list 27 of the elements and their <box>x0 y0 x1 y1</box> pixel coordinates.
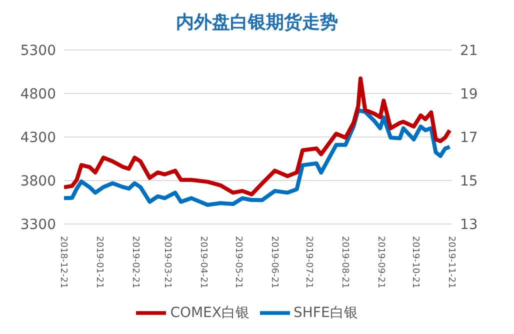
y2-tick-label: 17 <box>460 130 478 146</box>
legend-label: SHFE白银 <box>294 304 358 321</box>
x-tick-label: 2019-01-21 <box>94 236 104 288</box>
y-tick-label: 5300 <box>20 42 56 59</box>
x-tick-label: 2019-02-21 <box>130 236 140 288</box>
y-tick-label: 4800 <box>20 86 56 102</box>
y-tick-label: 3300 <box>20 216 56 233</box>
x-tick-label: 2019-10-21 <box>410 236 420 288</box>
y-tick-label: 3800 <box>20 173 56 190</box>
chart-title: 内外盘白银期货走势 <box>175 11 339 35</box>
line-series <box>64 76 452 196</box>
y2-tick-label: 21 <box>460 42 478 59</box>
y2-tick-label: 19 <box>460 86 478 102</box>
x-tick-label: 2019-07-21 <box>304 236 314 288</box>
x-tick-label: 2019-08-21 <box>339 236 350 288</box>
y2-tick-label: 13 <box>460 216 478 233</box>
x-tick-label: 2019-09-21 <box>375 236 386 288</box>
x-tick-label: 2019-03-21 <box>162 236 172 288</box>
x-tick-label: 2018-12-21 <box>58 236 68 288</box>
legend-label: COMEX白银 <box>170 304 250 321</box>
y-tick-label: 4300 <box>20 130 56 146</box>
x-tick-label: 2019-06-21 <box>268 236 279 288</box>
x-tick-label: 2019-11-21 <box>446 236 456 288</box>
x-tick-label: 2019-04-21 <box>198 236 208 288</box>
x-tick-label: 2019-05-21 <box>232 236 243 288</box>
line-series <box>64 108 452 207</box>
y2-tick-label: 15 <box>460 173 478 190</box>
